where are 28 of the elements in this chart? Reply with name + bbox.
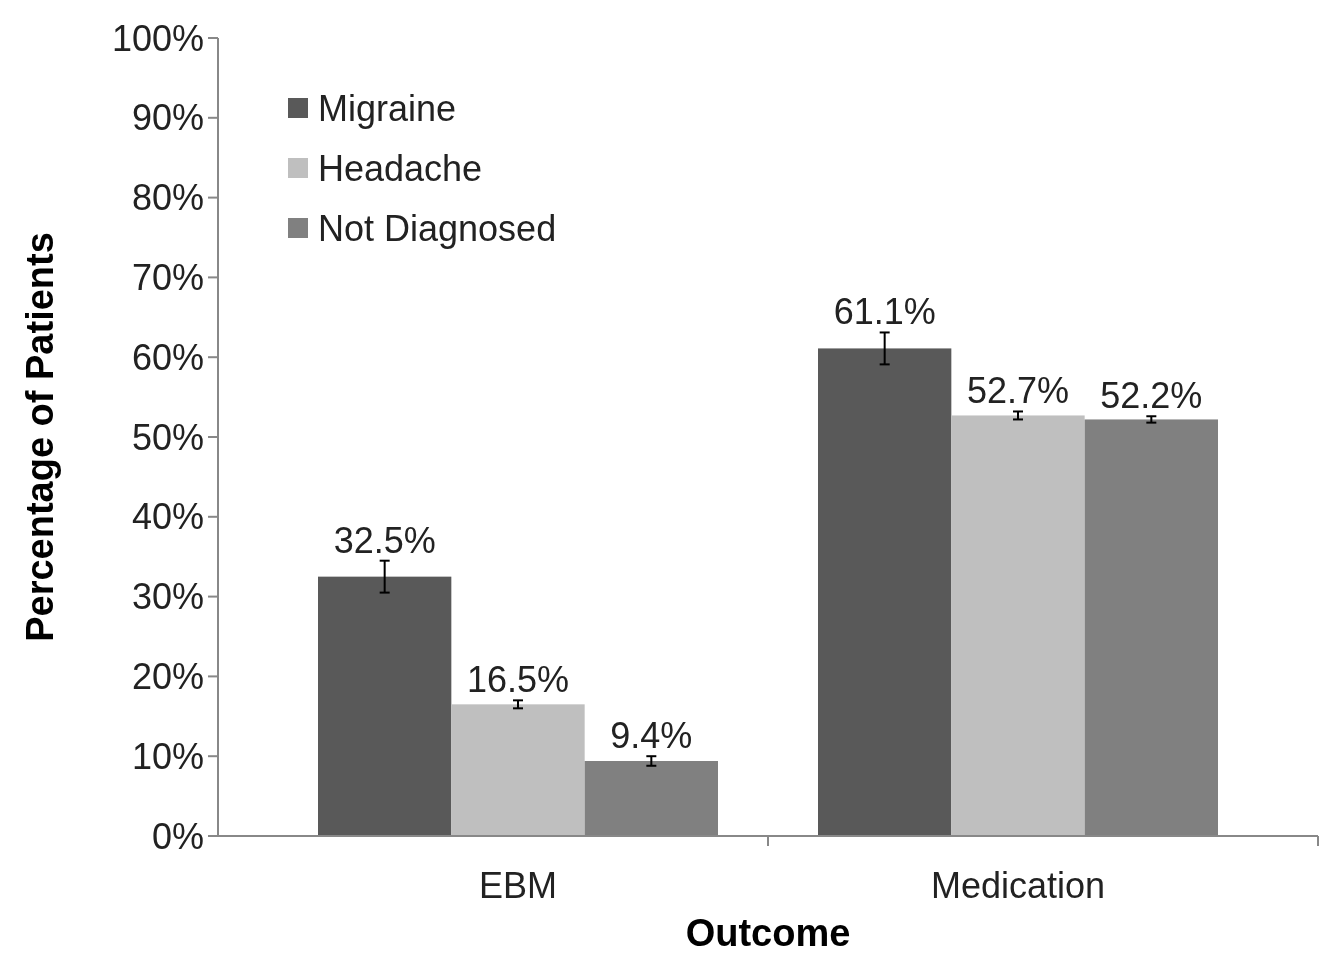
bar bbox=[951, 415, 1085, 836]
y-tick-label: 60% bbox=[131, 336, 204, 378]
y-tick-label: 0% bbox=[151, 815, 204, 857]
y-tick-label: 40% bbox=[131, 496, 204, 538]
x-axis-title: Outcome bbox=[685, 912, 851, 954]
legend-label: Not Diagnosed bbox=[318, 207, 557, 249]
bar bbox=[318, 576, 452, 836]
x-tick-label: Medication bbox=[930, 865, 1106, 906]
data-label: 61.1% bbox=[833, 291, 936, 333]
y-tick-label: 100% bbox=[111, 17, 204, 59]
data-label: 52.2% bbox=[1100, 375, 1203, 417]
x-tick-label: EBM bbox=[478, 865, 558, 906]
y-tick-label: 70% bbox=[131, 257, 204, 298]
y-tick-label: 30% bbox=[131, 576, 204, 618]
bar bbox=[818, 348, 952, 836]
y-tick-label: 10% bbox=[131, 735, 204, 777]
y-tick-label: 80% bbox=[131, 177, 204, 219]
y-tick-label: 90% bbox=[131, 97, 204, 139]
legend-label: Headache bbox=[318, 147, 483, 189]
y-axis-title: Percentage of Patients bbox=[19, 232, 61, 642]
y-tick-label: 20% bbox=[131, 656, 204, 697]
data-label: 32.5% bbox=[333, 519, 436, 561]
data-label: 9.4% bbox=[610, 715, 693, 757]
data-label: 16.5% bbox=[466, 659, 570, 701]
data-label: 52.7% bbox=[966, 370, 1070, 412]
y-tick-label: 50% bbox=[131, 416, 204, 458]
bar bbox=[451, 704, 585, 836]
legend-label: Migraine bbox=[318, 87, 457, 129]
